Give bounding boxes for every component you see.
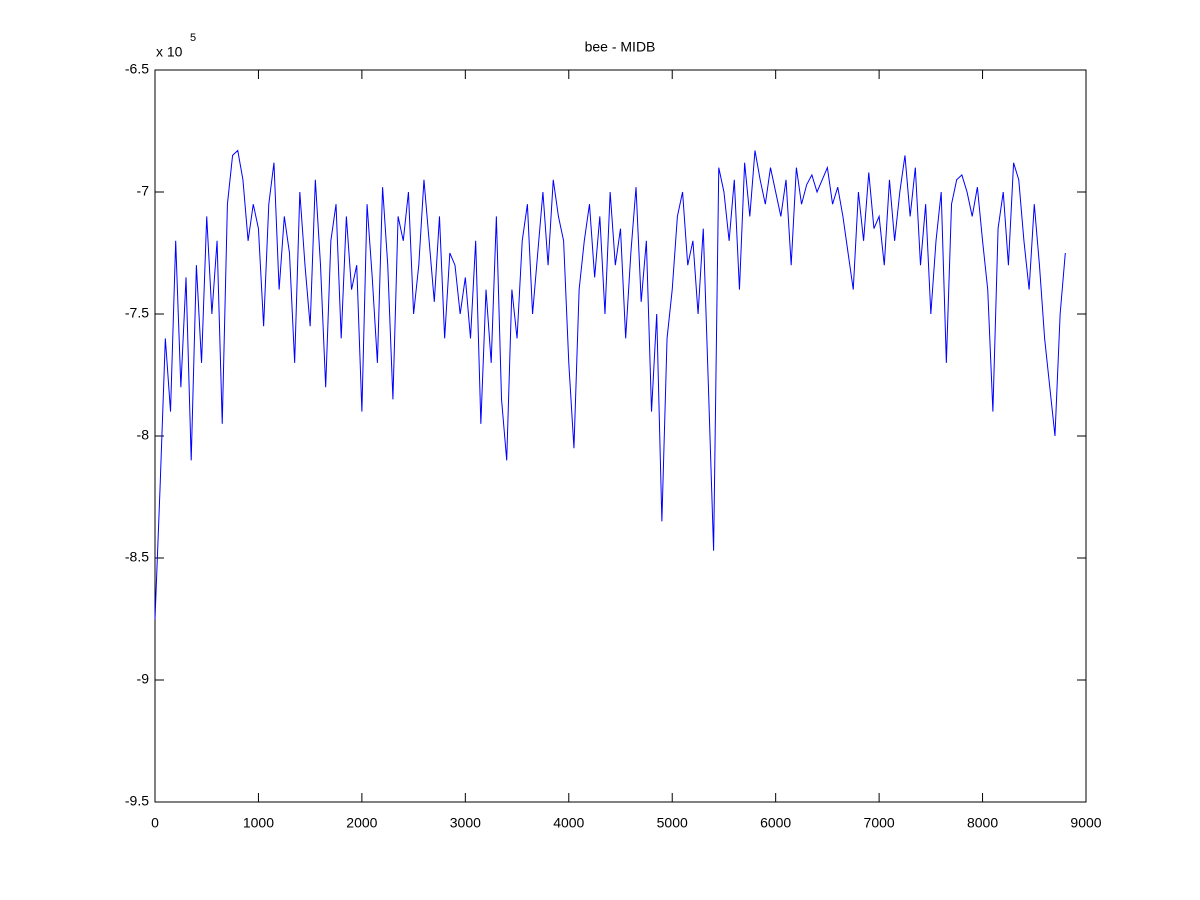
y-multiplier: x 10 (156, 44, 183, 60)
x-tick-label: 2000 (346, 815, 377, 831)
x-tick-label: 7000 (864, 815, 895, 831)
plot-box (154, 69, 1087, 803)
y-tick-label: -7 (137, 183, 150, 199)
x-tick-label: 6000 (760, 815, 791, 831)
y-tick-label: -8.5 (125, 549, 149, 565)
x-tick-label: 3000 (450, 815, 481, 831)
x-tick-label: 5000 (657, 815, 688, 831)
x-tick-label: 9000 (1070, 815, 1101, 831)
data-line (154, 149, 1066, 620)
x-tick-label: 0 (151, 815, 159, 831)
y-tick-label: -8 (137, 427, 150, 443)
y-tick-label: -7.5 (125, 305, 149, 321)
x-tick-label: 4000 (553, 815, 584, 831)
y-tick-label: -6.5 (125, 61, 149, 77)
x-tick-label: 1000 (243, 815, 274, 831)
chart-title: bee - MIDB (585, 39, 656, 55)
y-multiplier-exponent: 5 (190, 32, 196, 44)
y-tick-label: -9.5 (125, 793, 149, 809)
y-tick-label: -9 (137, 671, 150, 687)
x-tick-label: 8000 (967, 815, 998, 831)
